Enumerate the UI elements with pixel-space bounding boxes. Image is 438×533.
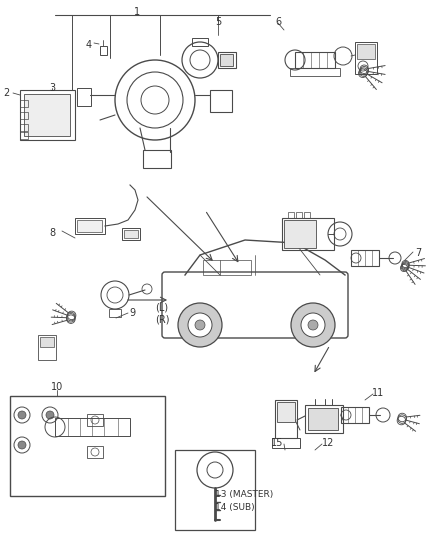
Text: (R): (R) xyxy=(155,314,169,324)
Bar xyxy=(20,132,28,139)
Text: 15: 15 xyxy=(271,438,283,448)
Text: 3: 3 xyxy=(49,83,55,93)
Bar xyxy=(175,450,255,530)
Circle shape xyxy=(195,320,205,330)
Bar xyxy=(355,42,377,74)
Circle shape xyxy=(301,313,325,337)
Circle shape xyxy=(291,303,335,347)
Circle shape xyxy=(18,441,26,449)
Bar xyxy=(75,218,105,234)
Bar xyxy=(20,124,28,131)
Bar xyxy=(10,396,165,496)
Text: (L): (L) xyxy=(155,302,169,312)
Bar xyxy=(38,335,56,360)
Text: 8: 8 xyxy=(49,228,55,238)
Circle shape xyxy=(188,313,212,337)
Text: 10: 10 xyxy=(51,382,63,392)
Circle shape xyxy=(308,320,318,330)
Bar xyxy=(109,309,121,317)
Bar xyxy=(143,150,171,168)
Bar xyxy=(351,250,379,266)
Bar xyxy=(296,212,302,218)
Bar xyxy=(87,446,103,458)
Bar xyxy=(203,260,251,275)
Text: 14 (SUB): 14 (SUB) xyxy=(215,503,254,512)
Bar xyxy=(20,90,75,140)
Bar xyxy=(304,212,310,218)
Bar xyxy=(77,220,102,232)
Text: 7: 7 xyxy=(415,248,421,258)
Bar xyxy=(192,38,208,46)
Bar xyxy=(295,52,335,68)
Bar xyxy=(308,408,338,430)
Text: 11: 11 xyxy=(372,388,384,398)
Bar xyxy=(122,228,140,240)
Bar xyxy=(277,402,295,422)
Circle shape xyxy=(178,303,222,347)
Text: 6: 6 xyxy=(275,17,281,27)
Bar xyxy=(284,220,316,248)
Bar xyxy=(282,218,334,250)
Circle shape xyxy=(46,411,54,419)
Bar xyxy=(341,407,369,423)
Bar xyxy=(357,44,375,59)
Text: 2: 2 xyxy=(4,88,10,98)
Bar xyxy=(288,212,294,218)
Text: 5: 5 xyxy=(215,17,221,27)
Text: 13 (MASTER): 13 (MASTER) xyxy=(215,490,273,499)
Bar xyxy=(290,68,340,76)
Bar xyxy=(20,112,28,119)
Bar xyxy=(77,88,91,106)
Text: 12: 12 xyxy=(322,438,334,448)
Bar xyxy=(24,94,70,136)
Bar xyxy=(100,46,107,55)
Bar xyxy=(305,405,343,433)
Bar xyxy=(20,100,28,107)
Text: 9: 9 xyxy=(129,308,135,318)
Bar xyxy=(87,414,103,426)
Bar xyxy=(272,438,300,448)
Text: 4: 4 xyxy=(86,40,92,50)
Text: 1: 1 xyxy=(134,7,140,17)
Bar xyxy=(218,52,236,68)
Bar xyxy=(55,418,130,436)
Bar xyxy=(210,90,232,112)
Bar xyxy=(40,337,54,347)
Bar xyxy=(124,230,138,238)
Bar xyxy=(220,54,233,66)
Circle shape xyxy=(18,411,26,419)
Bar xyxy=(275,400,297,438)
